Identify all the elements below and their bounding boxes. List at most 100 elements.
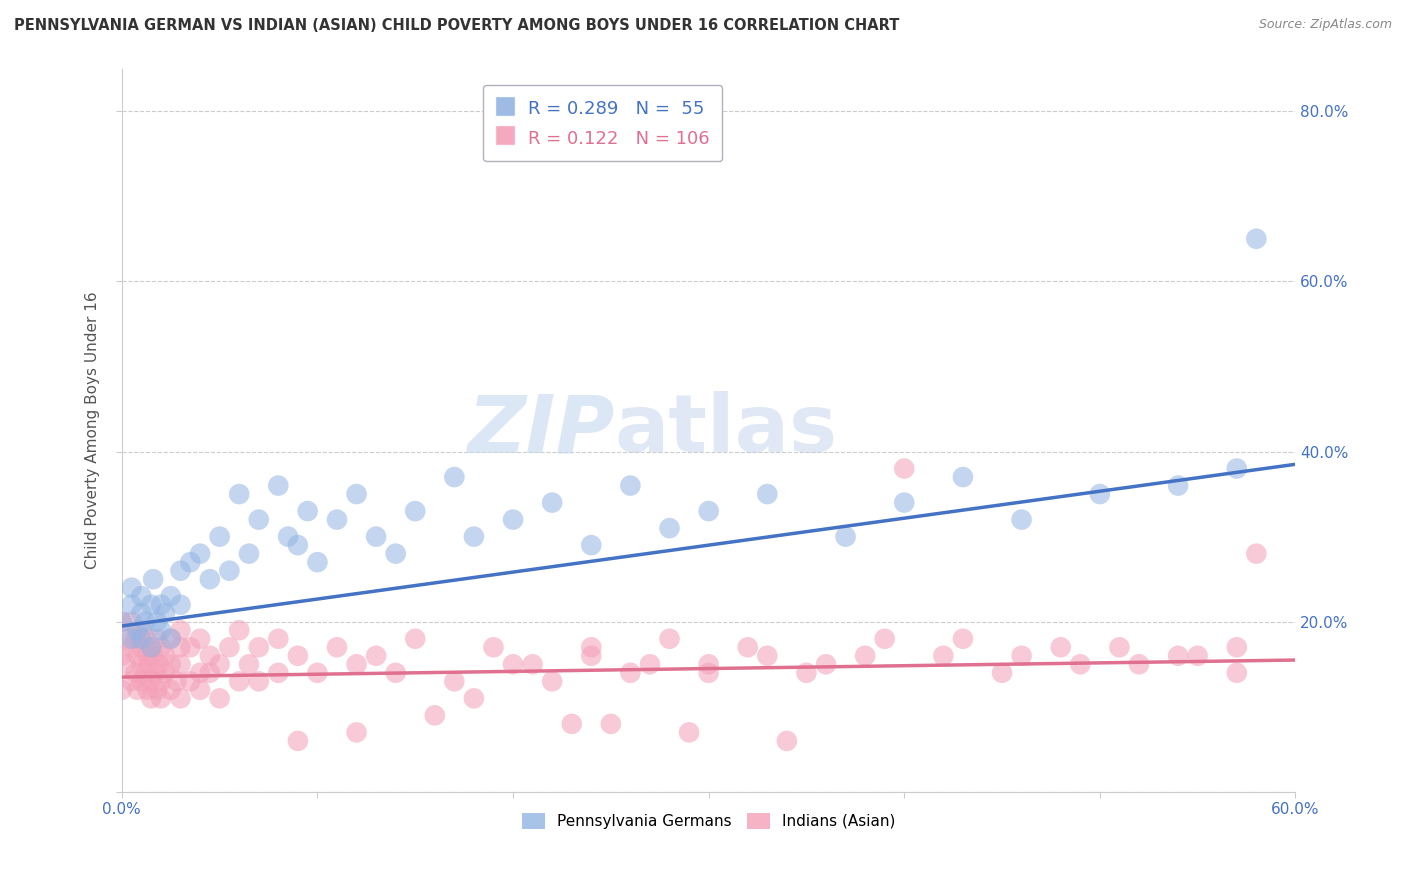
Point	[169, 598, 191, 612]
Point	[143, 665, 166, 680]
Point	[141, 640, 163, 655]
Point	[287, 648, 309, 663]
Point	[756, 648, 779, 663]
Point	[149, 624, 172, 638]
Point	[893, 461, 915, 475]
Point	[188, 547, 211, 561]
Point	[463, 530, 485, 544]
Point	[287, 538, 309, 552]
Point	[131, 624, 153, 638]
Point	[247, 674, 270, 689]
Point	[991, 665, 1014, 680]
Point	[619, 665, 641, 680]
Point	[138, 657, 160, 672]
Point	[307, 665, 329, 680]
Point	[658, 632, 681, 646]
Point	[134, 615, 156, 629]
Point	[131, 632, 153, 646]
Point	[208, 657, 231, 672]
Point	[111, 615, 134, 629]
Point	[404, 504, 426, 518]
Point	[581, 538, 603, 552]
Point	[1226, 665, 1249, 680]
Point	[1108, 640, 1130, 655]
Point	[482, 640, 505, 655]
Point	[247, 513, 270, 527]
Point	[267, 665, 290, 680]
Point	[581, 640, 603, 655]
Point	[169, 640, 191, 655]
Point	[149, 674, 172, 689]
Point	[287, 734, 309, 748]
Point	[121, 598, 143, 612]
Point	[297, 504, 319, 518]
Point	[117, 632, 139, 646]
Point	[952, 470, 974, 484]
Point	[159, 682, 181, 697]
Point	[131, 589, 153, 603]
Point	[423, 708, 446, 723]
Point	[1167, 478, 1189, 492]
Point	[179, 640, 201, 655]
Point	[247, 640, 270, 655]
Point	[561, 717, 583, 731]
Point	[159, 589, 181, 603]
Y-axis label: Child Poverty Among Boys Under 16: Child Poverty Among Boys Under 16	[86, 292, 100, 569]
Point	[111, 648, 134, 663]
Point	[141, 691, 163, 706]
Point	[148, 657, 170, 672]
Point	[238, 547, 260, 561]
Point	[697, 657, 720, 672]
Point	[127, 624, 149, 638]
Point	[1128, 657, 1150, 672]
Point	[169, 564, 191, 578]
Point	[814, 657, 837, 672]
Point	[658, 521, 681, 535]
Point	[384, 665, 406, 680]
Point	[228, 487, 250, 501]
Point	[277, 530, 299, 544]
Point	[893, 495, 915, 509]
Point	[159, 632, 181, 646]
Point	[952, 632, 974, 646]
Point	[366, 648, 388, 663]
Point	[1011, 648, 1033, 663]
Point	[141, 640, 163, 655]
Point	[149, 691, 172, 706]
Point	[188, 682, 211, 697]
Point	[697, 665, 720, 680]
Point	[169, 657, 191, 672]
Point	[678, 725, 700, 739]
Point	[267, 632, 290, 646]
Point	[1246, 547, 1268, 561]
Point	[541, 495, 564, 509]
Point	[142, 648, 165, 663]
Point	[238, 657, 260, 672]
Point	[111, 682, 134, 697]
Point	[384, 547, 406, 561]
Point	[1226, 640, 1249, 655]
Point	[228, 674, 250, 689]
Point	[346, 725, 368, 739]
Text: atlas: atlas	[614, 392, 838, 469]
Point	[228, 624, 250, 638]
Point	[149, 598, 172, 612]
Point	[198, 648, 221, 663]
Point	[796, 665, 818, 680]
Point	[127, 682, 149, 697]
Point	[159, 657, 181, 672]
Point	[697, 504, 720, 518]
Point	[1088, 487, 1111, 501]
Point	[1246, 232, 1268, 246]
Point	[1049, 640, 1071, 655]
Point	[111, 615, 134, 629]
Text: PENNSYLVANIA GERMAN VS INDIAN (ASIAN) CHILD POVERTY AMONG BOYS UNDER 16 CORRELAT: PENNSYLVANIA GERMAN VS INDIAN (ASIAN) CH…	[14, 18, 900, 33]
Point	[198, 572, 221, 586]
Point	[146, 615, 169, 629]
Point	[141, 598, 163, 612]
Point	[153, 648, 176, 663]
Point	[463, 691, 485, 706]
Point	[326, 640, 349, 655]
Point	[188, 632, 211, 646]
Legend: Pennsylvania Germans, Indians (Asian): Pennsylvania Germans, Indians (Asian)	[516, 806, 901, 835]
